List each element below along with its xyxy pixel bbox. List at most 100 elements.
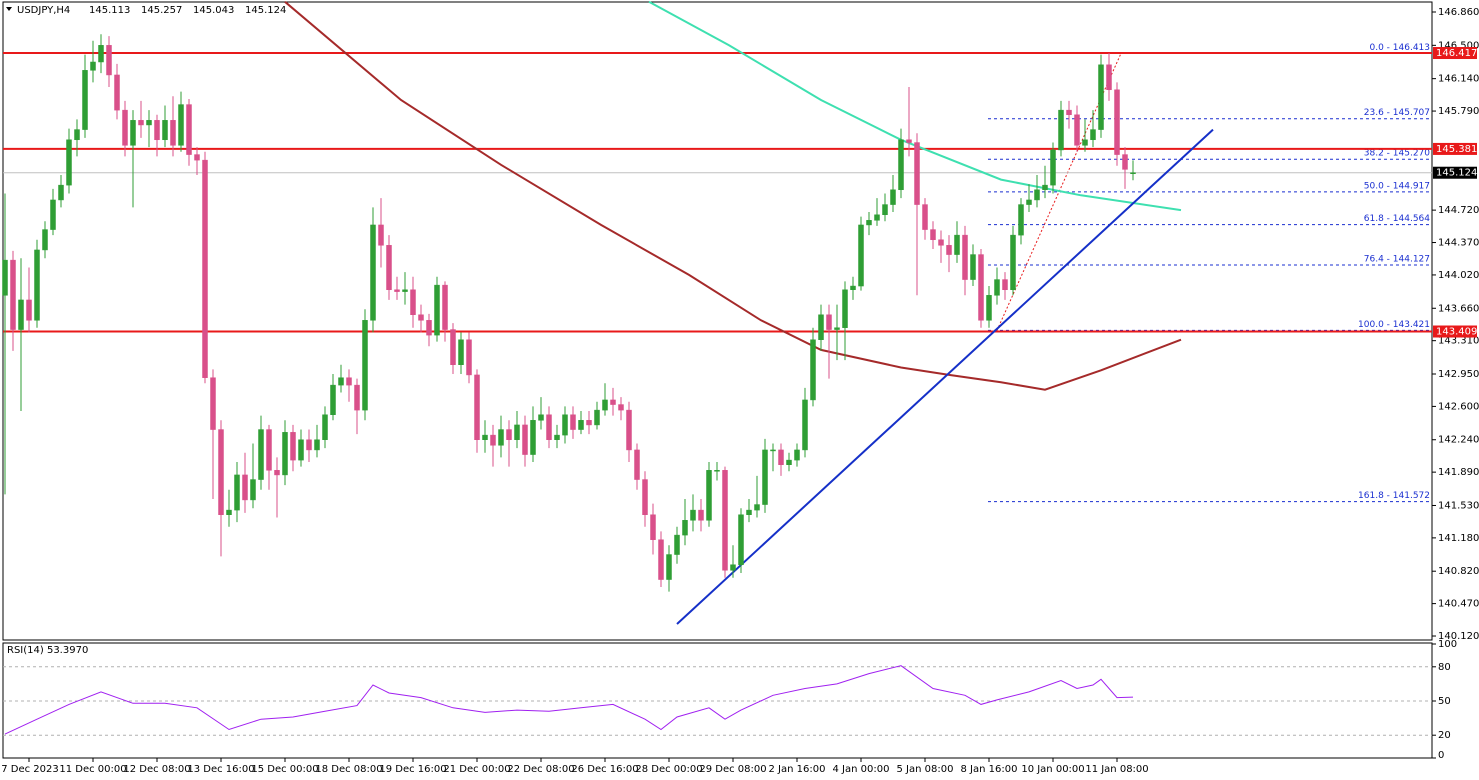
fib-label: 61.8 - 144.564 bbox=[1364, 214, 1430, 224]
candle-body bbox=[818, 314, 824, 340]
candle-body bbox=[442, 284, 448, 330]
candle-body bbox=[490, 434, 496, 446]
candle-body bbox=[586, 420, 592, 426]
y-tick-label: 144.720 bbox=[1438, 205, 1479, 216]
price-panel bbox=[2, 1, 1433, 641]
candle-body bbox=[1066, 109, 1072, 116]
candle-body bbox=[802, 399, 808, 451]
level-tag bbox=[1433, 325, 1477, 338]
candle-body bbox=[178, 104, 184, 146]
y-tick-label: 143.310 bbox=[1438, 336, 1479, 347]
candle-body bbox=[98, 45, 104, 63]
candle-body bbox=[746, 509, 752, 515]
x-tick-label: 7 Dec 2023 bbox=[1, 764, 59, 775]
candle-body bbox=[418, 314, 424, 321]
candle-body bbox=[1002, 279, 1008, 291]
x-tick-label: 15 Dec 00:00 bbox=[251, 764, 318, 775]
fib-label: 0.0 - 146.413 bbox=[1370, 43, 1431, 53]
candle-body bbox=[378, 224, 384, 246]
candle-body bbox=[434, 284, 440, 336]
candle-body bbox=[314, 439, 320, 451]
candle-body bbox=[274, 470, 280, 476]
candle-body bbox=[866, 220, 872, 226]
y-tick-label: 145.790 bbox=[1438, 106, 1479, 117]
rsi-tick-label: 20 bbox=[1438, 730, 1451, 741]
candle-body bbox=[978, 254, 984, 321]
candle-body bbox=[1034, 189, 1040, 201]
candle-body bbox=[1090, 129, 1096, 141]
candle-body bbox=[538, 414, 544, 421]
candle-body bbox=[114, 74, 120, 111]
y-tick-label: 142.600 bbox=[1438, 401, 1479, 412]
candle-body bbox=[546, 414, 552, 440]
candle-body bbox=[722, 470, 728, 571]
level-tag-label: 143.409 bbox=[1436, 327, 1477, 338]
candle-body bbox=[562, 414, 568, 436]
candle-body bbox=[2, 259, 8, 296]
level-tag bbox=[1433, 47, 1477, 60]
level-tag-label: 145.381 bbox=[1436, 144, 1477, 155]
candle-body bbox=[130, 120, 136, 146]
candle-body bbox=[154, 120, 160, 141]
fib-label: 50.0 - 144.917 bbox=[1364, 181, 1430, 191]
candle-body bbox=[474, 374, 480, 440]
candle-body bbox=[298, 439, 304, 461]
ohlc-open: 145.113 bbox=[89, 5, 130, 16]
candle-body bbox=[810, 339, 816, 401]
candle-body bbox=[1106, 64, 1112, 91]
candle-body bbox=[250, 479, 256, 501]
y-tick-label: 144.020 bbox=[1438, 270, 1479, 281]
candle-body bbox=[506, 429, 512, 440]
candle-body bbox=[122, 109, 128, 146]
candle-body bbox=[330, 384, 336, 415]
x-tick-label: 19 Dec 16:00 bbox=[379, 764, 446, 775]
level-tag-label: 146.417 bbox=[1436, 48, 1477, 59]
x-tick-label: 5 Jan 08:00 bbox=[897, 764, 954, 775]
candle-body bbox=[450, 329, 456, 365]
y-tick-label: 143.660 bbox=[1438, 303, 1479, 314]
candle-body bbox=[762, 449, 768, 505]
candle-body bbox=[426, 320, 432, 336]
candle-body bbox=[954, 234, 960, 255]
fib-label: 100.0 - 143.421 bbox=[1358, 320, 1430, 330]
candle-body bbox=[674, 534, 680, 555]
candle-body bbox=[66, 139, 72, 186]
rsi-tick-label: 100 bbox=[1438, 639, 1457, 650]
candle-body bbox=[482, 434, 488, 440]
y-tick-label: 146.500 bbox=[1438, 40, 1479, 51]
candle-body bbox=[1042, 184, 1048, 191]
candle-body bbox=[714, 470, 720, 472]
candle-body bbox=[858, 224, 864, 287]
candle-body bbox=[1026, 199, 1032, 205]
candle-body bbox=[170, 120, 176, 146]
candle-body bbox=[498, 429, 504, 446]
candle-body bbox=[90, 61, 96, 71]
candle-body bbox=[922, 204, 928, 230]
candle-body bbox=[794, 449, 800, 461]
candle-body bbox=[458, 339, 464, 365]
x-tick-label: 12 Dec 08:00 bbox=[123, 764, 190, 775]
candle-body bbox=[642, 479, 648, 515]
x-tick-label: 11 Dec 00:00 bbox=[59, 764, 126, 775]
candle-body bbox=[194, 154, 200, 161]
candle-body bbox=[570, 414, 576, 430]
candle-body bbox=[354, 384, 360, 411]
candle-body bbox=[1058, 109, 1064, 151]
candle-body bbox=[258, 429, 264, 480]
candle-body bbox=[346, 377, 352, 386]
candle-body bbox=[946, 245, 952, 255]
candle-body bbox=[42, 229, 48, 251]
candle-body bbox=[770, 449, 776, 452]
rsi-tick-label: 80 bbox=[1438, 662, 1451, 673]
candle-body bbox=[106, 45, 112, 76]
candle-body bbox=[682, 520, 688, 536]
rsi-tick-label: 50 bbox=[1438, 696, 1451, 707]
candle-body bbox=[1050, 149, 1056, 186]
x-tick-label: 13 Dec 16:00 bbox=[187, 764, 254, 775]
candle-body bbox=[730, 564, 736, 571]
candle-body bbox=[10, 259, 16, 330]
candle-body bbox=[34, 249, 40, 321]
y-tick-label: 140.470 bbox=[1438, 599, 1479, 610]
candle-body bbox=[994, 279, 1000, 296]
level-tag bbox=[1433, 142, 1477, 155]
